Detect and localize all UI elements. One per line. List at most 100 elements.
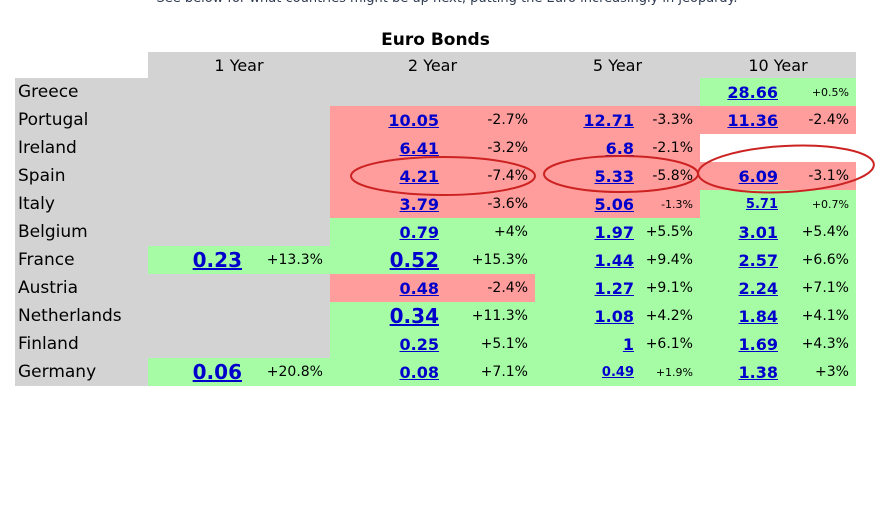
bond-value-link[interactable]: 5.33 [594,166,634,186]
change-percent: +13.3% [266,252,323,268]
bond-value-link[interactable]: 5.71 [745,196,778,212]
bond-value-link[interactable]: 1.97 [594,222,634,242]
bond-value-link[interactable]: 0.25 [399,334,439,354]
table-row: France 0.23 +13.3% 0.52 +15.3% 1.44 +9.4% 2.57 +… [15,246,856,274]
bond-value-link[interactable]: 1.44 [594,250,634,270]
change-percent: +5.1% [480,336,528,352]
bond-cell: 3.01 +5.4% [700,218,856,246]
bond-value-link[interactable]: 0.34 [389,304,439,328]
bond-cell: 0.79 +4% [330,218,535,246]
bond-value-link[interactable]: 10.05 [388,110,439,130]
change-percent: +11.3% [471,308,528,324]
empty-cell [148,78,330,106]
change-percent: +15.3% [471,252,528,268]
bond-value-link[interactable]: 4.21 [399,166,439,186]
table-row: Spain 4.21 -7.4% 5.33 -5.8% 6.09 -3.1% [15,162,856,190]
bond-cell: 0.48 -2.4% [330,274,535,302]
table-row: Italy 3.79 -3.6% 5.06 -1.3% 5.71 +0.7% [15,190,856,218]
row-label-portugal: Portugal [15,106,148,134]
bond-value-link[interactable]: 2.57 [738,250,778,270]
bond-value-link[interactable]: 0.08 [399,362,439,382]
bond-value-link[interactable]: 0.23 [192,248,242,272]
bond-cell: 4.21 -7.4% [330,162,535,190]
bond-value-link[interactable]: 12.71 [583,110,634,130]
change-percent: +4.1% [801,308,849,324]
header-5-year: 5 Year [535,52,700,78]
change-percent: -1.3% [661,197,693,211]
change-percent: +1.9% [655,365,693,379]
empty-cell [535,78,700,106]
change-percent: +4.2% [645,308,693,324]
table-header-row: 1 Year 2 Year 5 Year 10 Year [15,52,856,78]
bond-value-link[interactable]: 0.79 [399,222,439,242]
bond-cell: 1.97 +5.5% [535,218,700,246]
bond-cell: 1.27 +9.1% [535,274,700,302]
bond-value-link[interactable]: 3.01 [738,222,778,242]
bond-value-link[interactable]: 28.66 [727,82,778,102]
bond-value-link[interactable]: 1.69 [738,334,778,354]
empty-cell [148,218,330,246]
change-percent: -2.4% [808,112,849,128]
bond-cell: 2.24 +7.1% [700,274,856,302]
bond-cell: 1.44 +9.4% [535,246,700,274]
bond-cell: 10.05 -2.7% [330,106,535,134]
bond-value-link[interactable]: 0.48 [399,278,439,298]
empty-cell [148,190,330,218]
bond-value-link[interactable]: 1.38 [738,362,778,382]
row-label-finland: Finland [15,330,148,358]
bond-cell: 11.36 -2.4% [700,106,856,134]
row-label-greece: Greece [15,78,148,106]
empty-cell [148,274,330,302]
row-label-austria: Austria [15,274,148,302]
bond-value-link[interactable]: 0.06 [192,360,242,384]
change-percent: +7.1% [480,364,528,380]
bond-cell: 28.66 +0.5% [700,78,856,106]
table-row: Greece 28.66 +0.5% [15,78,856,106]
bond-value-link[interactable]: 1.27 [594,278,634,298]
bond-cell: 1 +6.1% [535,330,700,358]
bond-value-link[interactable]: 6.8 [605,138,634,158]
change-percent: -5.8% [652,168,693,184]
bond-cell: 0.34 +11.3% [330,302,535,330]
bond-value-link[interactable]: 0.52 [389,248,439,272]
table-title: Euro Bonds [381,30,490,50]
header-1-year: 1 Year [148,52,330,78]
change-percent: -7.4% [487,168,528,184]
change-percent: -3.6% [487,196,528,212]
bond-cell: 1.08 +4.2% [535,302,700,330]
change-percent: -3.2% [487,140,528,156]
bond-value-link[interactable]: 2.24 [738,278,778,298]
header-spacer [15,52,148,78]
table-row: Germany 0.06 +20.8% 0.08 +7.1% 0.49 +1.9% 1.38 +… [15,358,856,386]
euro-bonds-table: Euro Bonds 1 Year 2 Year 5 Year 10 Year … [15,30,856,386]
table-row: Belgium 0.79 +4% 1.97 +5.5% 3.01 +5.4% [15,218,856,246]
bond-value-link[interactable]: 1 [622,334,634,354]
row-label-belgium: Belgium [15,218,148,246]
bond-table-body: Greece 28.66 +0.5% Portugal 10.05 -2.7% 12.71 -… [15,78,856,386]
row-label-ireland: Ireland [15,134,148,162]
header-10-year: 10 Year [700,52,856,78]
bond-cell: 0.08 +7.1% [330,358,535,386]
bond-value-link[interactable]: 6.41 [399,138,439,158]
bond-value-link[interactable]: 5.06 [594,194,634,214]
bond-value-link[interactable]: 0.49 [601,364,634,380]
bond-cell: 1.84 +4.1% [700,302,856,330]
intro-note: See below for what countries might be up… [0,0,894,7]
bond-cell: 0.23 +13.3% [148,246,330,274]
bond-value-link[interactable]: 6.09 [738,166,778,186]
bond-cell: 5.06 -1.3% [535,190,700,218]
change-percent: +4.3% [801,336,849,352]
table-row: Portugal 10.05 -2.7% 12.71 -3.3% 11.36 -2.4% [15,106,856,134]
change-percent: +9.4% [645,252,693,268]
bond-value-link[interactable]: 1.84 [738,306,778,326]
empty-cell [148,162,330,190]
change-percent: +9.1% [645,280,693,296]
bond-value-link[interactable]: 3.79 [399,194,439,214]
empty-cell [148,134,330,162]
bond-cell: 0.49 +1.9% [535,358,700,386]
bond-value-link[interactable]: 1.08 [594,306,634,326]
change-percent: -2.4% [487,280,528,296]
table-row: Austria 0.48 -2.4% 1.27 +9.1% 2.24 +7.1% [15,274,856,302]
bond-value-link[interactable]: 11.36 [727,110,778,130]
bond-cell: 5.71 +0.7% [700,190,856,218]
